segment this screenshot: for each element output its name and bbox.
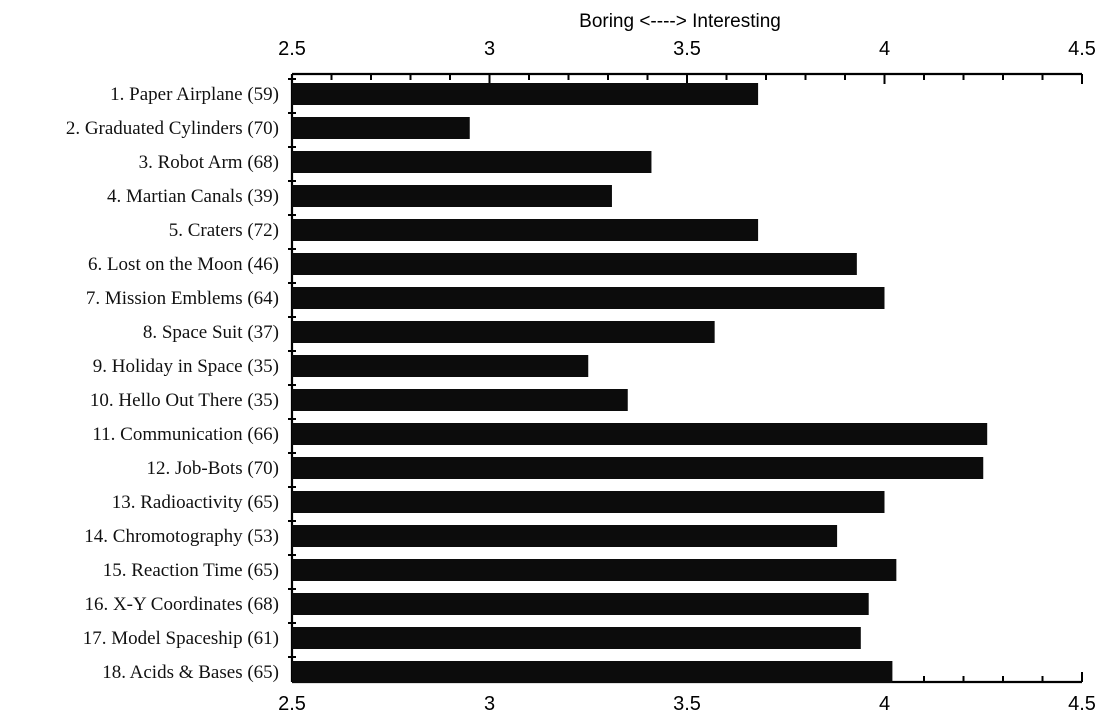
top-tick-label: 4 — [879, 38, 890, 60]
top-tick-label: 2.5 — [278, 38, 306, 60]
category-label: 3. Robot Arm (68) — [139, 152, 279, 173]
bar — [292, 253, 857, 275]
bottom-tick-label: 3 — [484, 693, 495, 715]
category-label: 12. Job-Bots (70) — [147, 458, 279, 479]
category-label: 4. Martian Canals (39) — [107, 186, 279, 207]
bar — [292, 321, 715, 343]
bottom-tick-label: 2.5 — [278, 693, 306, 715]
category-label: 5. Craters (72) — [169, 220, 279, 241]
bar — [292, 355, 589, 377]
bar — [292, 287, 885, 309]
category-label: 13. Radioactivity (65) — [112, 492, 279, 513]
bar — [292, 661, 893, 683]
bar — [292, 491, 885, 513]
category-label: 1. Paper Airplane (59) — [110, 84, 279, 105]
bar — [292, 185, 612, 207]
bottom-tick-labels: 2.5 3 3.5 4 4.5 — [278, 693, 1096, 715]
category-label: 18. Acids & Bases (65) — [102, 662, 279, 683]
category-label: 9. Holiday in Space (35) — [93, 356, 279, 377]
bar — [292, 389, 628, 411]
category-label: 16. X-Y Coordinates (68) — [84, 594, 279, 615]
category-label: 2. Graduated Cylinders (70) — [66, 118, 279, 139]
bottom-tick-label: 4 — [879, 693, 890, 715]
category-label: 15. Reaction Time (65) — [103, 560, 279, 581]
bar — [292, 219, 759, 241]
category-label: 11. Communication (66) — [92, 424, 279, 445]
top-tick-label: 4.5 — [1068, 38, 1096, 60]
bar — [292, 627, 861, 649]
bar — [292, 525, 838, 547]
x-axis-title: Boring <----> Interesting — [579, 11, 781, 32]
bar — [292, 559, 897, 581]
bars — [292, 83, 988, 683]
bar — [292, 151, 652, 173]
category-label: 7. Mission Emblems (64) — [86, 288, 279, 309]
top-tick-labels: 2.5 3 3.5 4 4.5 — [278, 38, 1096, 60]
category-label: 8. Space Suit (37) — [143, 322, 279, 343]
category-label: 14. Chromotography (53) — [84, 526, 279, 547]
bar — [292, 83, 759, 105]
bottom-tick-label: 4.5 — [1068, 693, 1096, 715]
category-label: 17. Model Spaceship (61) — [83, 628, 279, 649]
top-tick-label: 3 — [484, 38, 495, 60]
category-label: 10. Hello Out There (35) — [90, 390, 279, 411]
bottom-tick-label: 3.5 — [673, 693, 701, 715]
category-labels: 1. Paper Airplane (59) 2. Graduated Cylin… — [66, 84, 279, 683]
bar — [292, 423, 988, 445]
bar — [292, 457, 984, 479]
bar — [292, 117, 470, 139]
category-label: 6. Lost on the Moon (46) — [88, 254, 279, 275]
bar — [292, 593, 869, 615]
top-tick-label: 3.5 — [673, 38, 701, 60]
